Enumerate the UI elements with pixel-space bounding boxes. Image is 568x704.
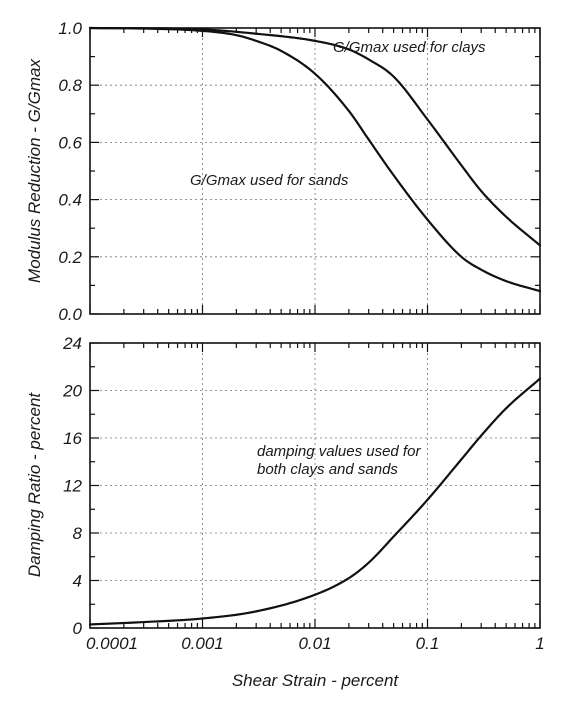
series-line-clays: [88, 26, 542, 247]
y-tick-label: 0.6: [58, 133, 82, 152]
y-tick-label: 0.2: [58, 248, 82, 267]
x-axis-title: Shear Strain - percent: [232, 671, 400, 690]
top-curves: [88, 26, 542, 293]
annotation-damping-line2: both clays and sands: [257, 461, 398, 478]
series-line-sands: [88, 26, 542, 293]
top-y-tick-labels: 0.0 0.2 0.4 0.6 0.8 1.0: [58, 19, 82, 324]
y-tick-label: 20: [62, 382, 82, 401]
top-plot-frame: [89, 27, 541, 315]
x-tick-label: 0.01: [298, 634, 331, 653]
y-tick-label: 0: [73, 619, 83, 638]
annotation-damping-line1: damping values used for: [257, 443, 421, 460]
damping-ratio-panel: 0 4 8 12 16 20 24 0.0001 0.001 0.01 0.1 1 Damping …: [25, 334, 545, 690]
top-ticks: [89, 27, 541, 315]
annotation-clays: G/Gmax used for clays: [333, 39, 486, 56]
y-tick-label: 0.4: [58, 191, 82, 210]
y-tick-label: 16: [63, 429, 82, 448]
y-tick-label: 8: [73, 524, 83, 543]
x-tick-label: 0.0001: [86, 634, 138, 653]
bottom-grid: [90, 343, 540, 628]
y-tick-label: 0.8: [58, 76, 82, 95]
top-y-axis-title: Modulus Reduction - G/Gmax: [25, 59, 44, 283]
y-tick-label: 1.0: [58, 19, 82, 38]
x-tick-label: 0.1: [416, 634, 440, 653]
modulus-reduction-panel: 0.0 0.2 0.4 0.6 0.8 1.0 Modulus Reduction - G…: [25, 19, 542, 324]
y-tick-label: 12: [63, 477, 82, 496]
y-tick-label: 0.0: [58, 305, 82, 324]
y-tick-label: 24: [62, 334, 82, 353]
series-line-damping: [88, 377, 542, 626]
top-grid: [90, 28, 540, 314]
x-tick-labels: 0.0001 0.001 0.01 0.1 1: [86, 634, 545, 653]
bottom-plot-frame: [89, 342, 541, 629]
x-tick-label: 1: [535, 634, 544, 653]
bottom-y-axis-title: Damping Ratio - percent: [25, 392, 44, 578]
bottom-y-tick-labels: 0 4 8 12 16 20 24: [62, 334, 82, 638]
x-tick-label: 0.001: [181, 634, 224, 653]
bottom-curves: [88, 377, 542, 626]
annotation-sands: G/Gmax used for sands: [190, 172, 349, 189]
bottom-ticks: [89, 342, 541, 629]
y-tick-label: 4: [73, 572, 82, 591]
